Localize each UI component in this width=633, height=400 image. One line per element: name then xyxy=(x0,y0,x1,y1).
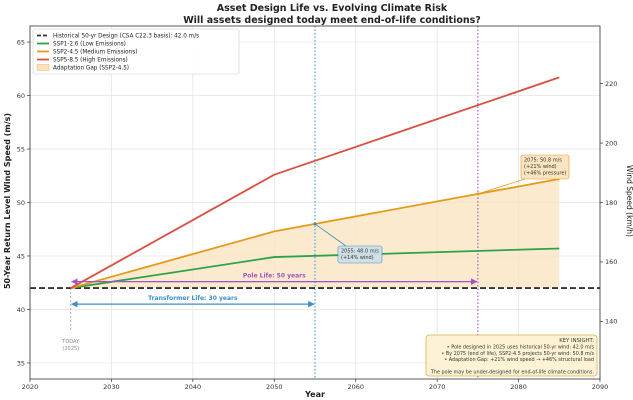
insight-title: KEY INSIGHT: xyxy=(559,338,594,344)
legend-box xyxy=(32,28,240,75)
y-right-tick-label: 180 xyxy=(605,199,617,207)
today-marker-label: TODAY xyxy=(61,339,80,345)
y-tick-label: 45 xyxy=(17,252,25,260)
axes: 2020 2030 2040 2050 2060 2070 2080 2090 35 40 45 50… xyxy=(17,25,617,391)
y-right-tick-label: 200 xyxy=(605,139,617,147)
insight-line: The pole may be under-designed for end-o… xyxy=(430,370,595,376)
series-lines xyxy=(70,76,560,289)
life-span-label: Transformer Life: 30 years xyxy=(148,295,238,302)
y-tick-label: 35 xyxy=(17,359,25,367)
legend-label: Historical 50-yr Design (CSA C22.3 basis… xyxy=(53,34,199,40)
annotation-leader xyxy=(314,223,347,247)
y-right-tick-label: 160 xyxy=(605,258,617,266)
annotation-leader xyxy=(477,178,526,195)
life-span-label: Pole Life: 50 years xyxy=(243,273,306,280)
x-tick-label: 2040 xyxy=(185,383,202,391)
legend-label: SSP5-8.5 (High Emissions) xyxy=(53,58,128,64)
chart-subtitle: Will assets designed today meet end-of-l… xyxy=(183,15,481,26)
end-of-life-lines: TODAY(2025) xyxy=(61,26,479,379)
insight-line: • Adaptation Gap: +21% wind speed → +46%… xyxy=(444,357,594,363)
annotation-box xyxy=(520,154,570,180)
annotations: 2055: 48.0 m/s(+14% wind)2075: 50.8 m/s(… xyxy=(313,154,570,264)
insight-line: • Pole designed in 2025 uses historical … xyxy=(447,345,595,351)
y-axis-label: 50-Year Return Level Wind Speed (m/s) xyxy=(3,113,12,289)
annotation-text: 2055: 48.0 m/s xyxy=(341,249,379,255)
insight-box xyxy=(425,334,598,377)
insight-line: • By 2075 (end of life), SSP2-4.5 projec… xyxy=(441,351,594,357)
y-tick-label: 40 xyxy=(17,306,25,314)
y-axis-right-label: Wind Speed (km/h) xyxy=(625,165,633,237)
y-right-tick-label: 220 xyxy=(605,80,617,88)
series-line-1 xyxy=(70,247,560,289)
annotation-text: (+21% wind) xyxy=(524,164,557,170)
x-tick-label: 2050 xyxy=(266,383,283,391)
x-axis-label: Year xyxy=(304,390,325,399)
annotation-box xyxy=(337,245,383,264)
x-tick-label: 2030 xyxy=(103,383,120,391)
annotation-point xyxy=(476,192,480,196)
y-tick-label: 65 xyxy=(17,38,25,46)
legend-label: SSP2-4.5 (Medium Emissions) xyxy=(53,50,137,56)
series-line-3 xyxy=(70,76,560,289)
life-spans: Pole Life: 50 years Transformer Life: 30 … xyxy=(71,273,478,308)
annotation-text: 2075: 50.8 m/s xyxy=(524,158,562,164)
key-insight-box: KEY INSIGHT:• Pole designed in 2025 uses… xyxy=(425,334,598,377)
annotation-text: (+46% pressure) xyxy=(524,171,566,177)
y-tick-label: 50 xyxy=(17,199,25,207)
annotation-point xyxy=(313,222,317,226)
y-tick-label: 60 xyxy=(17,92,25,100)
today-marker-label: (2025) xyxy=(62,346,79,352)
legend-label: SSP1-2.6 (Low Emissions) xyxy=(53,42,126,48)
annotation-text: (+14% wind) xyxy=(341,255,374,261)
x-tick-label: 2090 xyxy=(592,383,609,391)
legend: Historical 50-yr Design (CSA C22.3 basis… xyxy=(32,28,240,75)
x-tick-label: 2080 xyxy=(510,383,527,391)
series-line-2 xyxy=(70,178,560,289)
x-tick-label: 2070 xyxy=(429,383,446,391)
chart-title: Asset Design Life vs. Evolving Climate R… xyxy=(217,3,448,14)
y-right-tick-label: 140 xyxy=(605,318,617,326)
legend-label: Adaptation Gap (SSP2-4.5) xyxy=(53,66,129,72)
legend-swatch xyxy=(36,64,50,71)
x-tick-label: 2020 xyxy=(22,383,39,391)
x-tick-label: 2060 xyxy=(347,383,364,391)
y-tick-label: 55 xyxy=(17,145,25,153)
